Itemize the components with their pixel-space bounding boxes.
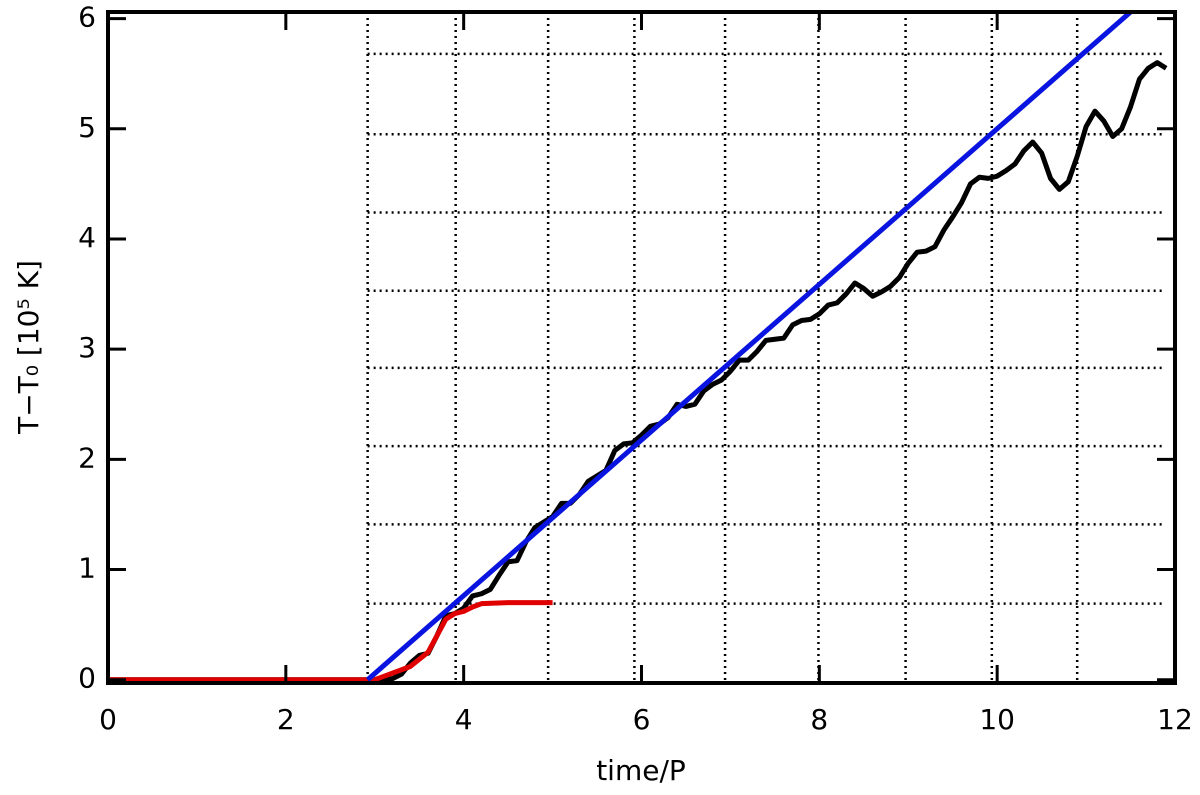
- x-tick-label: 0: [99, 703, 117, 736]
- x-tick-label: 12: [1157, 703, 1193, 736]
- x-tick-label: 4: [455, 703, 473, 736]
- y-tick-label: 4: [78, 221, 96, 254]
- y-tick-label: 0: [78, 662, 96, 695]
- x-axis-label: time/P: [596, 754, 686, 787]
- y-tick-label: 3: [78, 331, 96, 364]
- series-line: [108, 600, 553, 683]
- y-tick-label: 1: [78, 552, 96, 585]
- x-tick-label: 8: [810, 703, 828, 736]
- y-tick-label: 2: [78, 441, 96, 474]
- series-line: [365, 12, 1133, 682]
- x-tick-label: 2: [277, 703, 295, 736]
- plot-area: [108, 12, 1168, 683]
- series-line: [108, 60, 1168, 683]
- grid: [366, 12, 1166, 683]
- y-axis-label: T−T₀ [10⁵ K]: [12, 260, 45, 435]
- y-tick-label: 6: [78, 1, 96, 34]
- x-tick-label: 10: [979, 703, 1015, 736]
- x-tick-label: 6: [633, 703, 651, 736]
- y-tick-label: 5: [78, 111, 96, 144]
